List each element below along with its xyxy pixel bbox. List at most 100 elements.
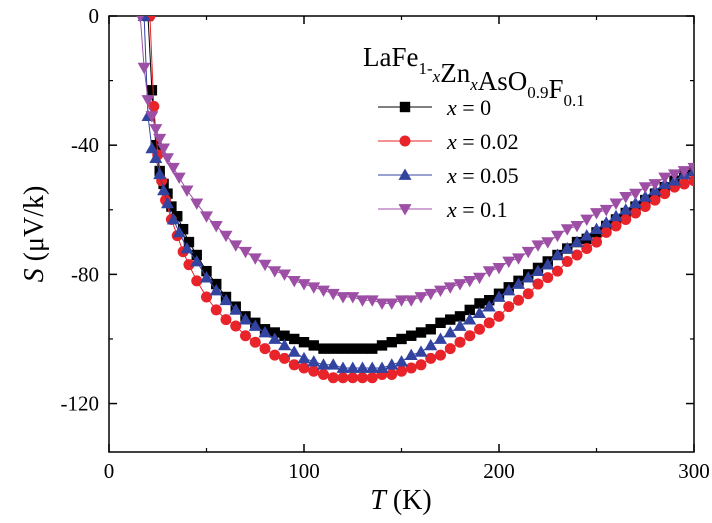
data-point [453,319,467,331]
data-point [248,253,262,265]
data-point [658,172,672,184]
data-point [541,258,555,270]
legend-label-variable: x [446,129,457,154]
data-point [551,248,564,260]
data-point [395,355,408,367]
data-point [609,209,623,222]
data-point [298,362,310,374]
data-point [190,198,204,210]
data-point [609,198,623,210]
data-point [415,327,427,338]
data-point [492,263,506,275]
data-point [180,185,194,197]
legend-entries: x = 0x = 0.02x = 0.05x = 0.1 [378,95,519,222]
data-point [454,336,466,348]
data-point [404,348,418,360]
series-2 [137,16,694,373]
data-point [183,236,195,248]
data-point [326,358,340,370]
data-point [365,295,379,307]
data-point [560,242,574,254]
data-point [396,365,407,377]
data-point [161,196,174,209]
data-point [522,288,534,300]
data-point [166,162,180,175]
data-point [297,351,311,364]
data-point [248,319,262,331]
x-tick-label: 200 [483,459,515,483]
y-axis-unit: (μV/k) [19,186,50,269]
data-point [415,359,427,371]
data-point [580,214,594,226]
data-point [239,246,252,259]
data-point [590,222,603,235]
data-point [443,326,457,338]
data-point [425,324,436,335]
data-point [230,320,242,332]
legend-label: x = 0.1 [446,197,508,222]
data-point [219,293,233,306]
data-point [414,345,428,357]
data-point [278,269,291,281]
x-tick-label: 300 [678,459,710,483]
data-point [610,220,622,232]
data-point [464,330,476,342]
data-point [638,190,652,202]
legend-label-value: = 0.05 [457,163,519,188]
data-point [308,340,319,351]
data-point [137,62,151,75]
data-point [172,172,186,184]
data-point [328,343,339,354]
data-point [424,288,438,301]
legend-label: x = 0.02 [446,129,519,154]
data-point [258,326,272,338]
data-point [229,303,243,315]
data-point [677,166,691,178]
data-point [180,242,194,254]
data-point [619,203,633,215]
data-point [435,349,446,361]
data-point [298,336,310,348]
legend-label-value: = 0.02 [457,129,519,154]
data-point [149,124,163,136]
data-point [145,111,159,123]
data-point [209,284,223,296]
legend-marker [399,101,411,113]
data-point [405,362,417,374]
data-point [357,343,368,354]
data-point [279,330,290,341]
data-point [630,207,641,219]
y-tick-label: -120 [61,392,100,416]
data-point [153,167,167,180]
data-point [629,196,642,209]
data-point [659,188,671,200]
data-point [317,358,330,370]
data-point [157,143,171,155]
data-point [551,230,564,243]
legend-title-part: 0.9 [527,83,548,102]
y-tick-label: -80 [71,262,99,286]
data-point [297,279,311,291]
data-point [220,314,232,326]
legend-entry: x = 0.02 [378,129,519,154]
data-point [512,253,525,265]
legend: LaFe1-xZnxAsO0.9F0.1 x = 0x = 0.02x = 0.… [363,42,585,222]
data-point [435,317,446,329]
data-point [560,224,574,236]
data-point [531,240,545,252]
x-tick-label: 0 [104,459,115,483]
data-point [200,211,213,223]
data-point [434,285,447,298]
data-point [356,295,369,307]
data-point [150,139,161,151]
legend-title-part: Zn [440,58,470,88]
data-point [268,332,282,344]
data-point [404,295,418,307]
data-point [434,332,447,344]
legend-title-part: AsO [478,66,528,96]
data-point [453,279,467,291]
legend-label-value: = 0.1 [457,197,508,222]
data-point [346,292,360,304]
data-point [161,153,174,165]
